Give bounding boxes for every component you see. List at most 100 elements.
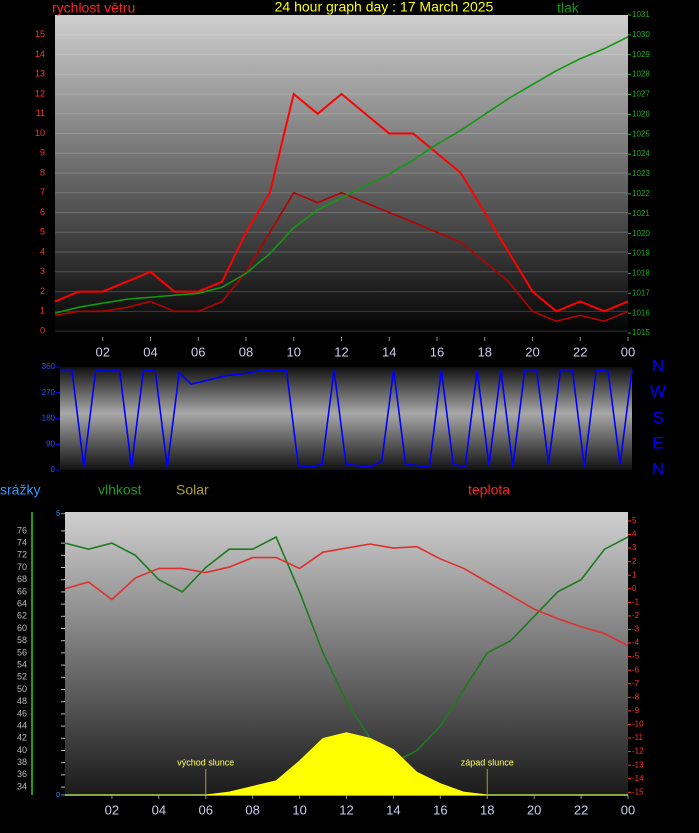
x-tick-label: 20: [525, 344, 539, 359]
y-tick-label: -3: [632, 625, 640, 634]
y-tick-label: 40: [17, 745, 27, 755]
y-tick-label: 1015: [632, 328, 650, 337]
y-tick-label: S: [652, 408, 663, 427]
y-tick-label: -15: [632, 787, 644, 796]
y-tick-label: -4: [632, 638, 640, 647]
y-tick-label: 70: [17, 562, 27, 572]
y-tick-label: 3: [632, 543, 637, 552]
y-tick-label: 42: [17, 733, 27, 743]
y-tick-label: -11: [632, 733, 644, 742]
y-tick-label: 36: [17, 769, 27, 779]
y-tick-label: 48: [17, 696, 27, 706]
y-tick-label: 5: [40, 227, 45, 237]
y-tick-label: 1016: [632, 308, 650, 317]
series-label: teplota: [468, 482, 510, 498]
annotation: západ slunce: [461, 757, 514, 767]
y-tick-label: 14: [35, 49, 45, 59]
x-tick-label: 00: [621, 802, 635, 817]
x-tick-label: 14: [382, 344, 396, 359]
y-tick-label: 54: [17, 659, 27, 669]
y-tick-label: 8: [40, 167, 45, 177]
series-label: tlak: [557, 0, 580, 16]
y-tick-label: 1027: [632, 90, 650, 99]
y-tick-label: -10: [632, 720, 644, 729]
y-tick-label: 72: [17, 550, 27, 560]
y-tick-label: 90: [46, 439, 55, 448]
plot-area: [60, 367, 632, 470]
y-tick-label: N: [652, 356, 664, 375]
y-tick-label: 46: [17, 708, 27, 718]
y-tick-label: 0: [40, 325, 45, 335]
y-tick-label: 270: [42, 388, 56, 397]
y-tick-label: 64: [17, 598, 27, 608]
x-tick-label: 06: [191, 344, 205, 359]
annotation: východ slunce: [177, 757, 234, 767]
series-line: [54, 92, 629, 313]
y-tick-label: -2: [632, 611, 640, 620]
y-tick-label: 1026: [632, 109, 650, 118]
y-tick-label: 2: [632, 557, 637, 566]
y-tick-label: 5: [632, 516, 637, 525]
y-tick-label: 4: [632, 530, 637, 539]
y-tick-label: -13: [632, 760, 644, 769]
chart-title: 24 hour graph day : 17 March 2025: [275, 0, 494, 15]
y-tick-label: 1028: [632, 70, 650, 79]
y-tick-label: 38: [17, 757, 27, 767]
x-tick-label: 04: [143, 344, 157, 359]
y-tick-label: 1022: [632, 189, 650, 198]
y-tick-label: -8: [632, 692, 640, 701]
y-tick-label: 5: [56, 511, 60, 518]
y-tick-label: 1018: [632, 269, 650, 278]
series-label: Solar: [176, 482, 209, 498]
y-tick-label: 44: [17, 720, 27, 730]
y-tick-label: 66: [17, 586, 27, 596]
x-tick-label: 18: [478, 344, 492, 359]
y-tick-label: 11: [36, 108, 45, 118]
y-tick-label: -7: [632, 679, 640, 688]
y-tick-label: 13: [35, 69, 45, 79]
y-tick-label: 68: [17, 574, 27, 584]
x-tick-label: 12: [334, 344, 348, 359]
y-tick-label: 1019: [632, 249, 650, 258]
y-tick-label: 1: [40, 306, 45, 316]
series-line: [54, 191, 629, 323]
y-tick-label: 58: [17, 635, 27, 645]
y-tick-label: 76: [17, 525, 27, 535]
series-line: [60, 368, 633, 469]
y-tick-label: 52: [17, 672, 27, 682]
y-tick-label: 1030: [632, 30, 650, 39]
y-tick-label: 0: [632, 584, 637, 593]
y-tick-label: E: [652, 434, 663, 453]
series-label: rychlost větru: [52, 0, 135, 16]
x-tick-label: 02: [96, 344, 110, 359]
y-tick-label: 34: [17, 781, 27, 791]
x-tick-label: 14: [386, 802, 400, 817]
y-tick-label: 360: [42, 362, 56, 371]
x-tick-label: 06: [199, 802, 213, 817]
x-tick-label: 22: [573, 344, 587, 359]
y-tick-label: 180: [42, 414, 56, 423]
x-tick-label: 10: [287, 344, 301, 359]
x-tick-label: 22: [574, 802, 588, 817]
y-tick-label: 1023: [632, 169, 650, 178]
y-tick-label: -1: [632, 597, 640, 606]
y-tick-label: 1024: [632, 149, 650, 158]
y-tick-label: -6: [632, 665, 640, 674]
x-tick-label: 16: [430, 344, 444, 359]
series-label: vlhkost: [98, 482, 142, 498]
y-tick-label: 15: [35, 29, 45, 39]
y-tick-label: 74: [17, 537, 27, 547]
solar-area: [65, 732, 628, 796]
y-tick-label: 1021: [632, 209, 650, 218]
y-tick-label: 6: [40, 207, 45, 217]
y-tick-label: 1025: [632, 129, 650, 138]
x-tick-label: 08: [239, 344, 253, 359]
y-tick-label: 50: [17, 684, 27, 694]
y-tick-label: 10: [35, 128, 45, 138]
y-tick-label: 1029: [632, 50, 650, 59]
x-tick-label: 02: [105, 802, 119, 817]
y-tick-label: 1031: [632, 10, 650, 19]
y-tick-label: -14: [632, 774, 644, 783]
